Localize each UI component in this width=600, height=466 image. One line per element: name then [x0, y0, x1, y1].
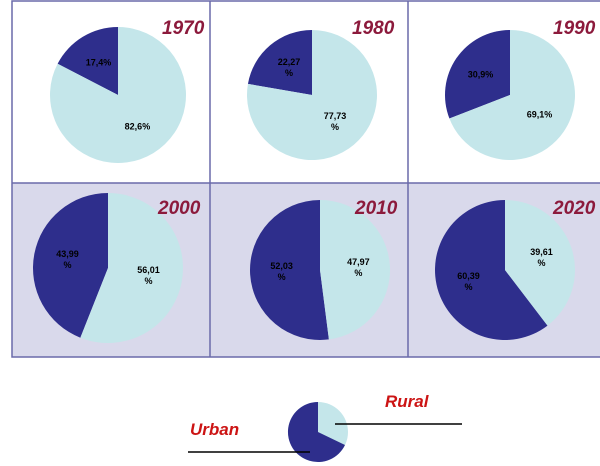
chart-title: 2010 [355, 198, 398, 219]
data-label: 82,6% [124, 121, 151, 132]
pie-slice [80, 193, 183, 343]
pie-slice [49, 27, 186, 164]
data-label: 22,27 % [277, 56, 301, 78]
pie-slice [57, 27, 118, 95]
chart-title: 1970 [162, 18, 205, 39]
data-label: 43,99 % [56, 249, 79, 271]
data-label: 47,97 % [347, 256, 370, 278]
data-label: 60,39 % [457, 271, 480, 293]
pie-slice [435, 200, 548, 340]
pie-slice [247, 30, 312, 95]
data-label: 69,1% [526, 109, 553, 120]
data-label: 39,61 % [530, 246, 553, 268]
pie-slice [32, 193, 108, 338]
grid-borders [11, 0, 600, 358]
pie-slice [445, 30, 510, 119]
pie-slice [246, 30, 377, 160]
legend-label: Rural [385, 392, 429, 411]
legend-label: Urban [190, 420, 240, 439]
legend-icon [188, 401, 462, 462]
data-label: 77,73 % [323, 111, 347, 133]
data-label: 17,4% [85, 57, 112, 68]
chart-title: 2020 [553, 198, 596, 219]
chart-title: 1990 [553, 18, 596, 39]
chart-title: 1980 [352, 18, 395, 39]
chart-title: 2000 [158, 198, 201, 219]
pie-slice [320, 200, 390, 340]
pie-slice [449, 30, 575, 160]
data-label: 52,03 % [270, 261, 293, 283]
data-label: 56,01 % [137, 264, 160, 286]
pie-slice [249, 200, 329, 340]
data-label: 30,9% [467, 69, 494, 80]
pie-slice [505, 200, 575, 326]
